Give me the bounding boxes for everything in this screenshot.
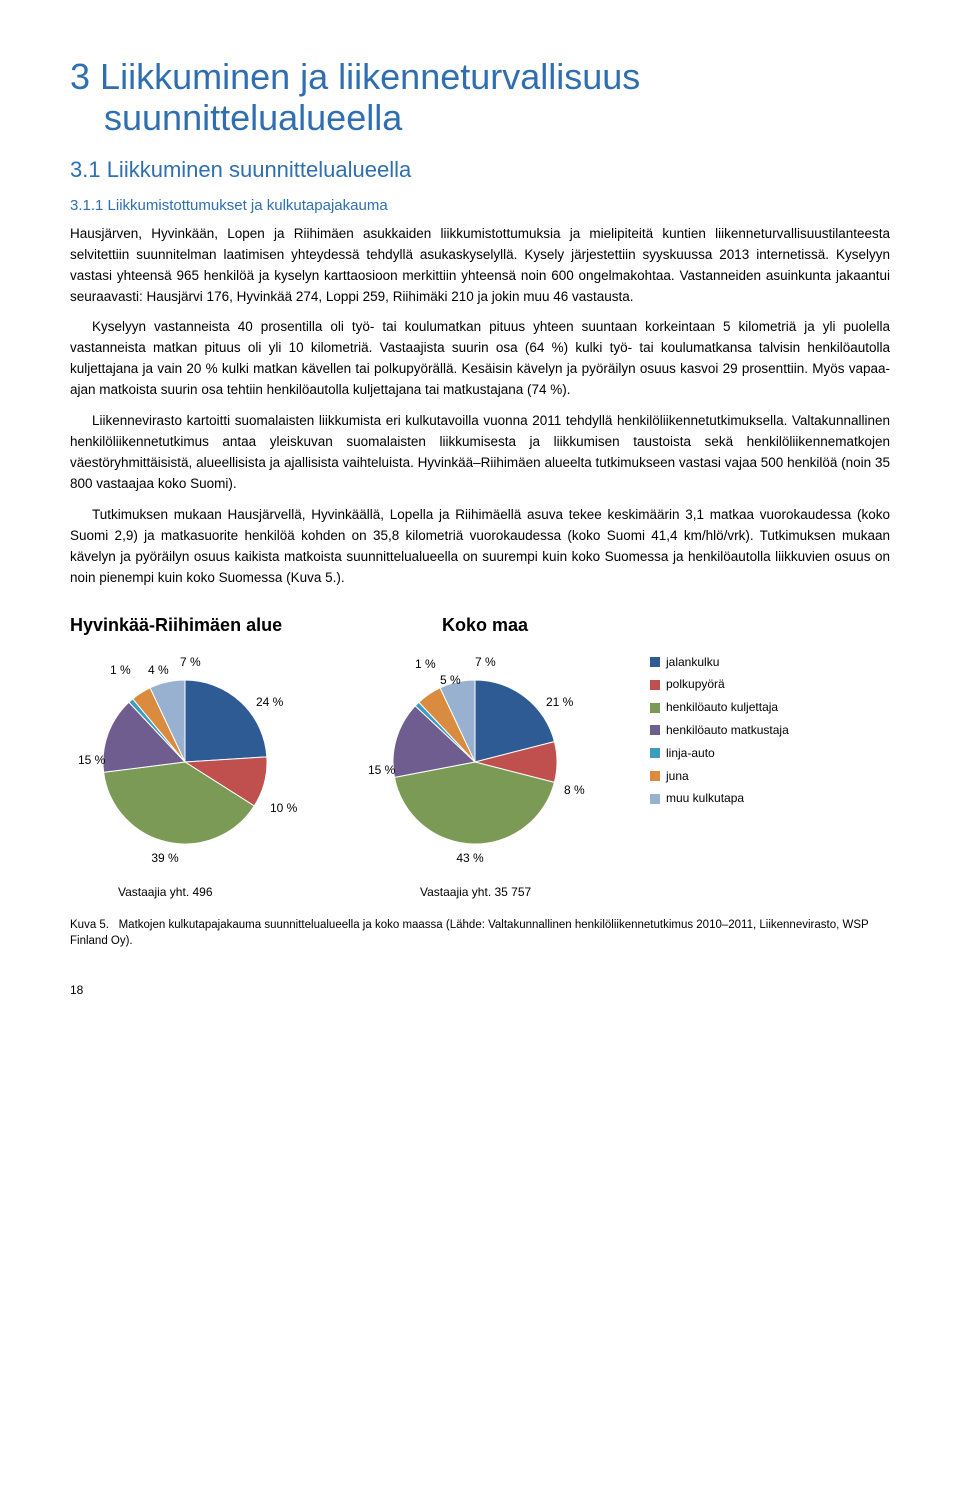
pie-label: 5 % — [440, 673, 461, 687]
legend-item: polkupyörä — [650, 673, 789, 696]
heading-number: 3 — [70, 56, 90, 97]
chart-2-sub: Vastaajia yht. 35 757 — [360, 885, 610, 899]
chart-1-col: Hyvinkää-Riihimäen alue 24 % 10 % 39 % 15 %… — [70, 615, 320, 899]
pie-label: 1 % — [415, 657, 436, 671]
heading-2: 3.1 Liikkuminen suunnittelualueella — [70, 157, 890, 183]
legend-item: henkilöauto matkustaja — [650, 719, 789, 742]
heading-text-line2: suunnittelualueella — [70, 97, 402, 138]
page: 3 Liikkuminen ja liikenneturvallisuus su… — [0, 0, 960, 1027]
pie-label: 15 % — [78, 753, 106, 767]
pie-label: 15 % — [368, 763, 396, 777]
pie-chart-2: 21 % 8 % 43 % 15 % 1 % 5 % 7 % — [360, 644, 610, 874]
pie-label: 7 % — [475, 655, 496, 669]
legend-item: jalankulku — [650, 651, 789, 674]
page-number: 18 — [70, 983, 890, 997]
legend-label: muu kulkutapa — [666, 787, 744, 810]
legend-swatch — [650, 794, 660, 804]
legend-swatch — [650, 771, 660, 781]
legend-swatch — [650, 725, 660, 735]
legend-item: juna — [650, 765, 789, 788]
legend-label: henkilöauto matkustaja — [666, 719, 789, 742]
legend-label: polkupyörä — [666, 673, 725, 696]
legend-label: henkilöauto kuljettaja — [666, 696, 778, 719]
legend-label: jalankulku — [666, 651, 719, 674]
pie-label: 7 % — [180, 655, 201, 669]
heading-3: 3.1.1 Liikkumistottumukset ja kulkutapaj… — [70, 197, 890, 214]
pie-label: 39 % — [151, 851, 179, 865]
chart-2-title: Koko maa — [360, 615, 610, 636]
heading-text-line1: Liikkuminen ja liikenneturvallisuus — [100, 56, 640, 97]
pie-label: 21 % — [546, 695, 574, 709]
body-para-1: Hausjärven, Hyvinkään, Lopen ja Riihimäe… — [70, 224, 890, 308]
legend-item: linja-auto — [650, 742, 789, 765]
body-para-4: Tutkimuksen mukaan Hausjärvellä, Hyvinkä… — [70, 505, 890, 589]
legend: jalankulkupolkupyörähenkilöauto kuljetta… — [650, 651, 789, 811]
caption-text: Matkojen kulkutapajakauma suunnittelualu… — [70, 919, 868, 947]
chart-1-sub: Vastaajia yht. 496 — [70, 885, 320, 899]
pie-slice — [185, 680, 267, 762]
pie-chart-1: 24 % 10 % 39 % 15 % 1 % 4 % 7 % — [70, 644, 320, 874]
body-para-3: Liikennevirasto kartoitti suomalaisten l… — [70, 411, 890, 495]
legend-label: juna — [666, 765, 689, 788]
figure-caption: Kuva 5. Matkojen kulkutapajakauma suunni… — [70, 917, 890, 949]
chart-2-col: Koko maa 21 % 8 % 43 % 15 % 1 % 5 % 7 % Vastaa… — [360, 615, 610, 899]
legend-swatch — [650, 748, 660, 758]
pie-label: 4 % — [148, 663, 169, 677]
heading-1: 3 Liikkuminen ja liikenneturvallisuus su… — [70, 56, 890, 139]
charts-row: Hyvinkää-Riihimäen alue 24 % 10 % 39 % 15 %… — [70, 615, 890, 899]
pie-label: 8 % — [564, 783, 585, 797]
legend-swatch — [650, 680, 660, 690]
legend-swatch — [650, 703, 660, 713]
legend-item: henkilöauto kuljettaja — [650, 696, 789, 719]
pie-label: 24 % — [256, 695, 284, 709]
legend-swatch — [650, 657, 660, 667]
legend-label: linja-auto — [666, 742, 715, 765]
legend-item: muu kulkutapa — [650, 787, 789, 810]
pie-label: 10 % — [270, 801, 298, 815]
caption-prefix: Kuva 5. — [70, 919, 109, 931]
pie-label: 1 % — [110, 663, 131, 677]
chart-1-title: Hyvinkää-Riihimäen alue — [70, 615, 320, 636]
body-para-2: Kyselyyn vastanneista 40 prosentilla oli… — [70, 317, 890, 401]
pie-label: 43 % — [456, 851, 484, 865]
